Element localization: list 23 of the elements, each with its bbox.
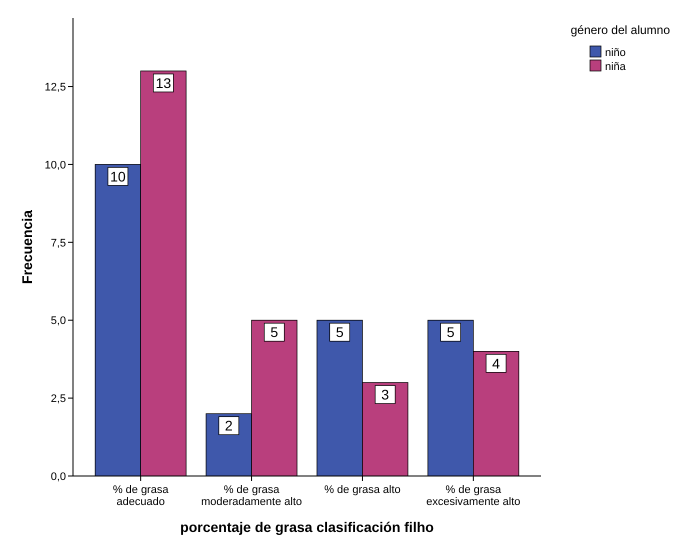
y-axis-title: Frecuencia <box>19 210 35 284</box>
data-label: 5 <box>270 324 278 340</box>
legend-title: género del alumno <box>570 23 670 37</box>
data-label: 10 <box>110 168 126 184</box>
data-label: 2 <box>224 418 233 434</box>
legend-label: niña <box>605 61 627 73</box>
y-tick-label: 12,5 <box>44 82 66 94</box>
x-tick-label: % de grasa moderadamente alto <box>201 484 302 508</box>
data-label: 5 <box>336 324 344 340</box>
x-axis-title: porcentaje de grasa clasificación filho <box>180 519 434 535</box>
x-tick-label: % de grasa adecuado <box>112 484 170 508</box>
legend-label: niño <box>605 47 626 59</box>
y-tick-label: 7,5 <box>50 237 66 250</box>
data-label: 3 <box>381 386 390 403</box>
data-label: 5 <box>446 324 455 340</box>
data-label: 4 <box>492 355 500 372</box>
x-tick-label: % de grasa excesivamente alto <box>426 484 520 508</box>
y-tick-label: 0,0 <box>50 471 66 483</box>
y-tick-label: 2,5 <box>50 393 66 406</box>
data-label: 13 <box>156 74 172 91</box>
y-tick-label: 10,0 <box>44 159 66 172</box>
x-tick-label: % de grasa alto <box>324 484 401 496</box>
y-tick-label: 5,0 <box>50 315 66 328</box>
